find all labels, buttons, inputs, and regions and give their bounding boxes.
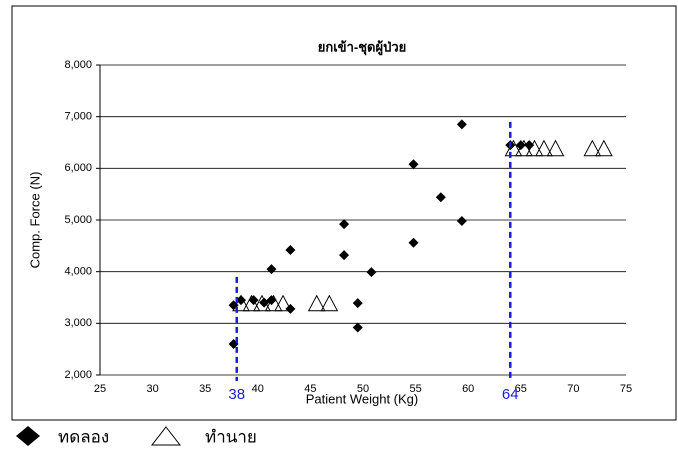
x-tick-label: 50 — [357, 383, 369, 395]
y-tick-label: 4,000 — [64, 266, 92, 278]
x-axis-label: Patient Weight (Kg) — [306, 391, 418, 406]
point — [525, 139, 544, 157]
point — [339, 219, 350, 230]
legend-label: ทำนาย — [205, 428, 257, 448]
x-tick-label: 75 — [620, 383, 632, 395]
x-tick-label: 45 — [304, 383, 316, 395]
point — [264, 294, 283, 312]
point — [435, 192, 446, 203]
point — [352, 298, 363, 309]
point — [352, 322, 363, 333]
legend: ทดลอง ทำนาย — [16, 426, 257, 448]
point — [253, 294, 271, 312]
y-tick-label: 6,000 — [64, 162, 92, 174]
point — [515, 139, 533, 157]
y-tick-label: 8,000 — [64, 59, 92, 71]
point — [242, 294, 261, 312]
x-tick-label: 25 — [94, 383, 106, 395]
point — [595, 139, 613, 157]
x-tick-label: 35 — [199, 383, 211, 395]
point — [232, 294, 250, 312]
point — [285, 244, 296, 255]
y-tick-label: 7,000 — [64, 111, 92, 123]
point — [408, 159, 419, 170]
point — [583, 139, 602, 157]
point — [366, 267, 377, 278]
point — [274, 294, 292, 312]
legend-label: ทดลอง — [58, 428, 109, 448]
y-axis-label: Comp. Force (N) — [27, 172, 42, 269]
point — [524, 140, 535, 151]
x-tick-label: 65 — [515, 383, 527, 395]
legend-triangle — [150, 426, 182, 446]
point — [504, 139, 523, 157]
point — [266, 264, 277, 275]
x-tick-label: 70 — [567, 383, 579, 395]
chart-title: ยกเข้า-ชุดผู้ป่วย — [318, 39, 407, 55]
point — [408, 237, 419, 248]
point — [320, 294, 339, 312]
point — [307, 294, 326, 312]
x-tick-label: 55 — [409, 383, 421, 395]
point — [235, 295, 246, 306]
chart-frame — [11, 5, 677, 421]
y-tick-label: 5,000 — [64, 214, 92, 226]
legend-diamond — [16, 426, 40, 446]
point — [456, 216, 467, 227]
point — [546, 139, 565, 157]
y-tick-label: 2,000 — [64, 369, 92, 381]
point — [456, 119, 467, 130]
x-tick-label: 40 — [252, 383, 264, 395]
reference-label: 64 — [502, 386, 519, 403]
x-tick-label: 30 — [146, 383, 158, 395]
y-tick-label: 3,000 — [64, 317, 92, 329]
reference-label: 38 — [228, 386, 245, 403]
point — [339, 250, 350, 261]
point — [535, 139, 553, 157]
x-tick-label: 60 — [462, 383, 474, 395]
